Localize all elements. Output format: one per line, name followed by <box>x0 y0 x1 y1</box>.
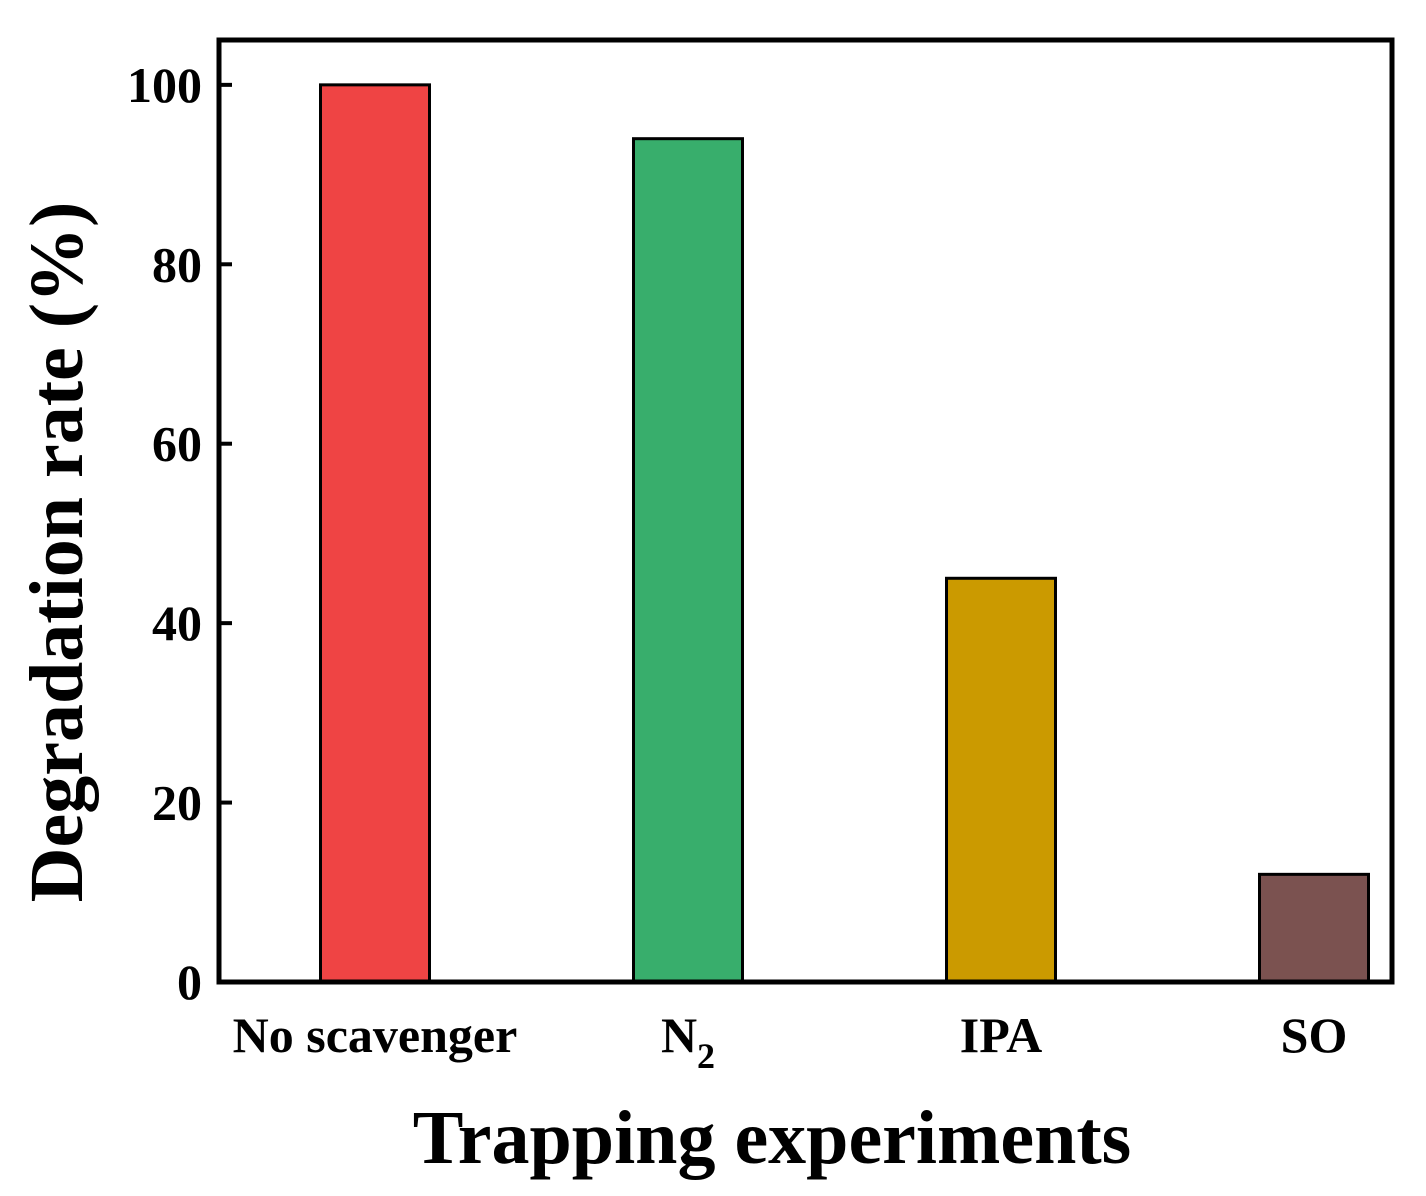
x-tick-label: IPA <box>960 1007 1042 1063</box>
plot-frame <box>216 37 1395 985</box>
y-tick-label: 80 <box>152 236 202 292</box>
y-tick-label: 60 <box>152 416 202 472</box>
x-tick-label-subscript: 2 <box>697 1036 715 1076</box>
bar-so <box>1258 872 1370 984</box>
x-tick-label-main: IPA <box>960 1007 1042 1063</box>
x-tick-label-main: N <box>661 1007 697 1063</box>
bar-no-scavenger <box>319 83 431 984</box>
bar-ipa <box>945 576 1057 984</box>
y-tick-label: 100 <box>127 57 202 113</box>
x-tick-label-main: No scavenger <box>233 1007 518 1063</box>
bar-n2 <box>632 137 744 984</box>
x-tick-label: No scavenger <box>233 1007 518 1063</box>
x-tick-label: N2 <box>661 1007 715 1076</box>
y-axis: 0 20 40 60 80 100 <box>127 57 232 1010</box>
x-tick-label: SO <box>1281 1007 1348 1063</box>
x-axis-title: Trapping experiments <box>413 1096 1131 1180</box>
y-tick-label: 0 <box>177 954 202 1010</box>
x-axis: No scavenger N2 IPA SO <box>233 1007 1348 1076</box>
x-tick-label-main: SO <box>1281 1007 1348 1063</box>
y-tick-label: 20 <box>152 775 202 831</box>
bars-group <box>319 83 1370 984</box>
y-axis-title: Degradation rate (%) <box>15 202 99 903</box>
y-tick-label: 40 <box>152 595 202 651</box>
